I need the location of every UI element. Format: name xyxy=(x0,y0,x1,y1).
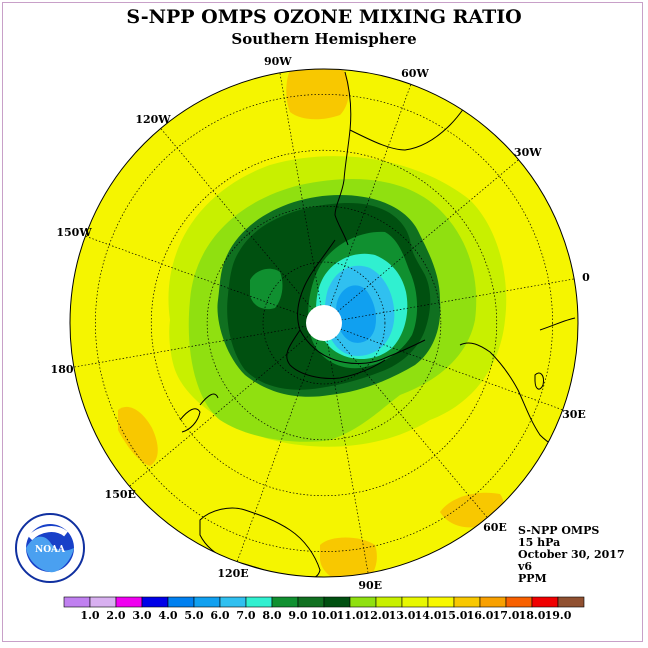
colorbar: 1.0 2.0 3.0 4.0 5.0 6.0 7.0 8.0 9.0 10.0 11.0 12.0 1… xyxy=(63,596,585,622)
meridian-line xyxy=(129,322,325,487)
colorbar-tick-label: 17.0 xyxy=(493,609,520,622)
antarctica-east-coastline xyxy=(286,329,386,379)
meridian-label: 60E xyxy=(483,521,507,534)
meridian-label: 90E xyxy=(358,579,382,592)
colorbar-box xyxy=(323,596,351,608)
noaa-logo: NOAA xyxy=(15,513,85,583)
colorbar-box xyxy=(141,596,169,608)
colorbar-tick-label: 9.0 xyxy=(288,609,307,622)
colorbar-tick-label: 19.0 xyxy=(545,609,572,622)
meridian-label: 120W xyxy=(135,113,171,126)
meridian-line xyxy=(85,235,325,324)
colorbar-box xyxy=(89,596,117,608)
orange-patch-150e xyxy=(118,406,158,466)
parallel-circle xyxy=(262,261,386,385)
colorbar-tick-label: 2.0 xyxy=(106,609,125,622)
meridian-label: 90W xyxy=(264,55,292,68)
colorbar-box xyxy=(505,596,533,608)
units-label: PPM xyxy=(518,572,547,585)
logo-text: NOAA xyxy=(35,545,66,555)
colorbar-box xyxy=(401,596,429,608)
madagascar-coastline xyxy=(534,372,544,390)
product-info: S-NPP OMPS 15 hPa October 30, 2017 v6 PP… xyxy=(518,525,625,585)
colorbar-tick-label: 10.0 xyxy=(311,609,338,622)
meridian-line xyxy=(323,322,488,518)
colorbar-box xyxy=(297,596,325,608)
colorbar-box xyxy=(115,596,143,608)
colorbar-box xyxy=(193,596,221,608)
meridian-label: 60W xyxy=(401,67,429,80)
graticule xyxy=(73,72,575,574)
logo-wave xyxy=(26,536,74,573)
colorbar-tick-label: 15.0 xyxy=(441,609,468,622)
colorbar-box xyxy=(167,596,195,608)
orange-patch-90e xyxy=(320,537,377,577)
colorbar-box xyxy=(557,596,585,608)
colorbar-box xyxy=(531,596,559,608)
colorbar-tick-label: 14.0 xyxy=(415,609,442,622)
observation-date: October 30, 2017 xyxy=(518,548,625,561)
colorbar-tick-label: 16.0 xyxy=(467,609,494,622)
polar-data-gap xyxy=(306,305,342,341)
parallel-circle xyxy=(150,149,498,497)
colorbar-tick-label: 12.0 xyxy=(363,609,390,622)
map-subtitle: Southern Hemisphere xyxy=(231,30,417,48)
meridian-label: 120E xyxy=(217,567,248,580)
meridian-line xyxy=(279,72,325,324)
meridian-label: 30W xyxy=(514,146,542,159)
meridian-line xyxy=(160,128,325,324)
colorbar-tick-label: 7.0 xyxy=(236,609,255,622)
figure-frame xyxy=(2,2,643,642)
meridian-line xyxy=(236,322,325,562)
meridian-line xyxy=(323,322,369,574)
colorbar-box xyxy=(245,596,273,608)
meridian-labels: 90W 60W 30W 0 30E 60E 90E 120E 150E 180 150W 120W xyxy=(51,55,591,592)
meridian-label: 150E xyxy=(105,488,136,501)
colorbar-box xyxy=(375,596,403,608)
meridian-line xyxy=(323,322,563,411)
meridian-label: 30E xyxy=(562,408,586,421)
map-boundary xyxy=(69,68,579,578)
meridian-line xyxy=(323,278,575,324)
meridian-label: 150W xyxy=(56,226,92,239)
map-title: S-NPP OMPS OZONE MIXING RATIO xyxy=(126,6,522,28)
colorbar-box xyxy=(479,596,507,608)
pressure-level: 15 hPa xyxy=(518,536,561,549)
colorbar-box xyxy=(271,596,299,608)
orange-patch-90w xyxy=(286,69,350,120)
meridian-line xyxy=(73,322,325,368)
data-version: v6 xyxy=(518,560,533,573)
colorbar-tick-label: 4.0 xyxy=(158,609,177,622)
colorbar-tick-label: 8.0 xyxy=(262,609,281,622)
colorbar-tick-label: 5.0 xyxy=(184,609,203,622)
colorbar-tick-label: 3.0 xyxy=(132,609,151,622)
blue-core xyxy=(336,285,376,343)
ozone-field xyxy=(70,69,578,577)
instrument-label: S-NPP OMPS xyxy=(518,524,600,537)
meridian-label: 180 xyxy=(51,363,74,376)
colorbar-box xyxy=(349,596,377,608)
colorbar-box xyxy=(427,596,455,608)
colorbar-tick-label: 13.0 xyxy=(389,609,416,622)
colorbar-box xyxy=(453,596,481,608)
antarctic-peninsula-coastline xyxy=(297,239,426,364)
meridian-line xyxy=(323,84,412,324)
colorbar-tick-label: 6.0 xyxy=(210,609,229,622)
colorbar-tick-label: 11.0 xyxy=(337,609,364,622)
colorbar-box xyxy=(63,596,91,608)
parallel-circle xyxy=(206,205,442,441)
new-zealand-coastline xyxy=(179,393,219,433)
meridian-line xyxy=(323,159,519,324)
colorbar-tick-label: 1.0 xyxy=(80,609,99,622)
meridian-label: 0 xyxy=(582,271,590,284)
colorbar-tick-label: 18.0 xyxy=(519,609,546,622)
colorbar-box xyxy=(219,596,247,608)
logo-gull xyxy=(27,526,68,541)
parallel-circle xyxy=(95,94,553,552)
